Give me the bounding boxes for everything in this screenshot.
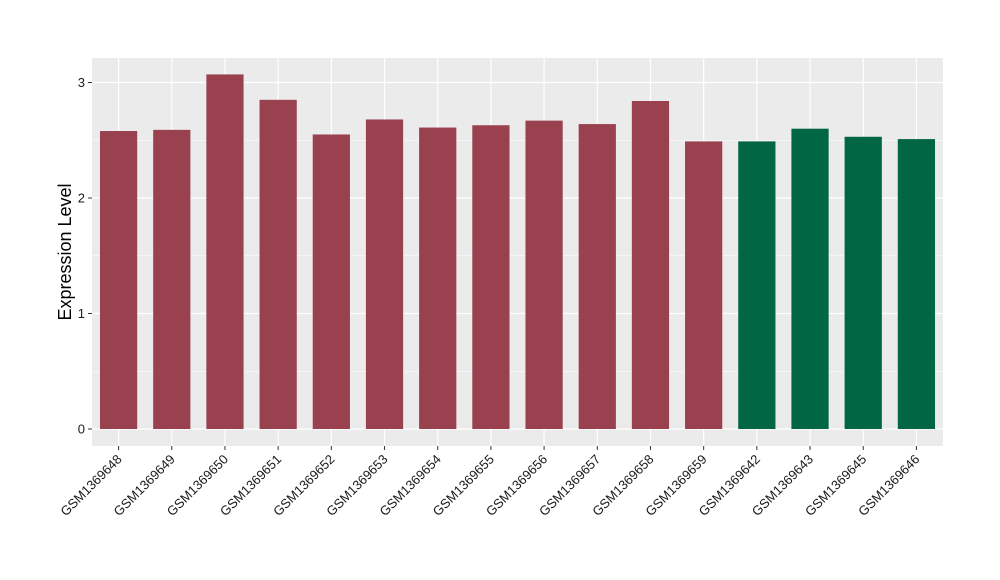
bar-GSM1369649 (153, 129, 191, 430)
bar-GSM1369642 (738, 141, 776, 429)
bar-GSM1369643 (791, 128, 829, 429)
bar-GSM1369650 (206, 74, 244, 429)
y-tick-label: 2 (78, 191, 85, 206)
bar-GSM1369648 (99, 131, 138, 429)
bar-GSM1369645 (844, 136, 882, 429)
y-tick-label: 3 (78, 75, 85, 90)
x-axis: GSM1369648GSM1369649GSM1369650GSM1369651… (57, 446, 923, 519)
bar-GSM1369652 (312, 134, 350, 429)
bar-GSM1369656 (525, 120, 563, 430)
bar-GSM1369651 (259, 99, 297, 429)
bar-GSM1369646 (897, 139, 936, 429)
bar-GSM1369654 (419, 127, 457, 430)
y-tick-label: 0 (78, 422, 85, 437)
y-tick-label: 1 (78, 306, 85, 321)
bar-GSM1369658 (631, 100, 670, 429)
bar-GSM1369659 (685, 141, 723, 429)
y-axis: 0 1 2 3 (78, 75, 92, 437)
bar-GSM1369657 (578, 124, 616, 429)
bars (99, 74, 936, 430)
bar-GSM1369655 (472, 125, 510, 430)
y-axis-title: Expression Level (55, 183, 75, 320)
bar-GSM1369653 (365, 119, 404, 430)
